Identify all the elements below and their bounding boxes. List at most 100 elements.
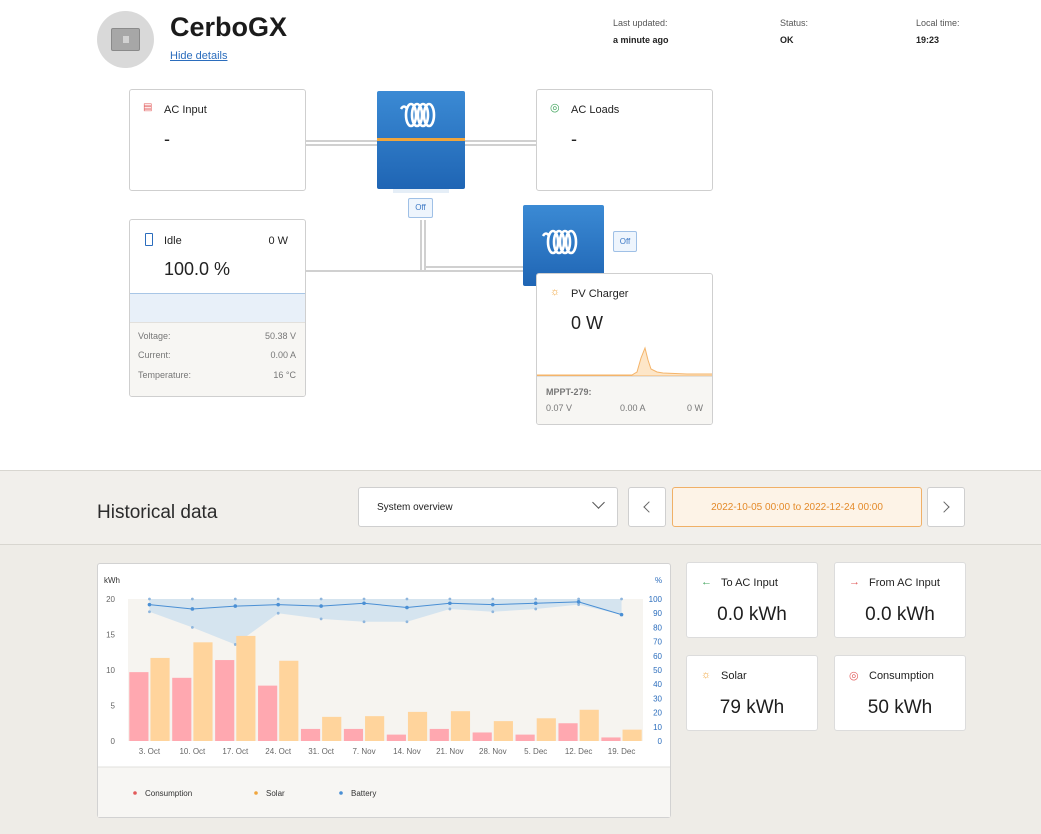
ac-loads-icon: ◎ xyxy=(550,102,560,114)
history-chart-card: kWh% 0 5 10 15 20 0 10 20 30 40 50 60 70 80 90 100 3. Oct… xyxy=(97,563,671,818)
temperature-value: 16 °C xyxy=(273,370,296,380)
pv-charger-card[interactable]: ☼ PV Charger 0 W MPPT-279: 0.07 V 0.00 A… xyxy=(536,273,713,425)
battery-max-point xyxy=(233,597,237,601)
x-tick: 19. Dec xyxy=(608,747,636,756)
solar-bar xyxy=(407,711,428,741)
stat-from-ac-input[interactable]: → From AC Input 0.0 kWh xyxy=(834,562,966,638)
connector-line xyxy=(305,140,377,142)
sun-icon: ☼ xyxy=(550,286,561,298)
battery-min-point xyxy=(491,610,495,614)
pv-sparkline xyxy=(537,346,712,376)
battery-max-point xyxy=(448,597,452,601)
battery-max-point xyxy=(148,597,151,601)
mppt-off-button[interactable]: Off xyxy=(613,231,637,252)
ac-loads-card[interactable]: ◎ AC Loads - xyxy=(536,89,713,191)
x-tick: 21. Nov xyxy=(436,747,464,756)
battery-soc-fill xyxy=(130,293,305,322)
inverter-device[interactable] xyxy=(377,91,465,189)
battery-point xyxy=(362,601,366,606)
pv-current: 0.00 A xyxy=(620,403,646,413)
battery-point xyxy=(490,602,495,607)
device-avatar xyxy=(97,11,154,68)
battery-min-point xyxy=(577,603,581,607)
solar-bar xyxy=(279,660,299,741)
x-tick: 12. Dec xyxy=(565,747,593,756)
current-label: Current: xyxy=(138,350,171,360)
next-period-button[interactable] xyxy=(927,487,965,527)
pv-details xyxy=(537,376,712,424)
battery-min-point xyxy=(319,617,323,621)
stat-from-ac-input-value: 0.0 kWh xyxy=(865,604,935,625)
stat-solar[interactable]: ☼ Solar 79 kWh xyxy=(686,655,818,731)
battery-min-point xyxy=(405,620,409,624)
solar-bar xyxy=(622,729,642,741)
y-right-tick: 30 xyxy=(653,694,662,703)
x-tick: 17. Oct xyxy=(222,747,249,756)
chevron-down-icon xyxy=(592,496,605,509)
consumption-bar xyxy=(129,672,149,741)
battery-card[interactable]: Idle 0 W 100.0 % Voltage: 50.38 V Curren… xyxy=(129,219,306,397)
y-right-tick: 40 xyxy=(653,680,662,689)
y-right-unit: % xyxy=(655,576,662,585)
stat-to-ac-input[interactable]: ← To AC Input 0.0 kWh xyxy=(686,562,818,638)
y-left-tick: 10 xyxy=(106,666,115,675)
y-left-tick: 15 xyxy=(106,631,115,640)
chevron-left-icon xyxy=(643,501,655,513)
prev-period-button[interactable] xyxy=(628,487,666,527)
battery-max-point xyxy=(276,597,280,601)
stat-consumption[interactable]: ◎ Consumption 50 kWh xyxy=(834,655,966,731)
battery-point xyxy=(276,602,281,607)
historical-title: Historical data xyxy=(97,502,218,523)
battery-point xyxy=(147,602,152,607)
y-right-tick: 80 xyxy=(653,623,662,632)
y-right-tick: 20 xyxy=(653,709,662,718)
pv-voltage: 0.07 V xyxy=(546,403,573,413)
consumption-bar xyxy=(300,728,321,741)
consumption-bar xyxy=(215,660,235,741)
ac-input-card[interactable]: ▤ AC Input - xyxy=(129,89,306,191)
hide-details-link[interactable]: Hide details xyxy=(170,50,228,62)
y-right-tick: 0 xyxy=(658,737,663,746)
stat-solar-value: 79 kWh xyxy=(719,697,785,718)
y-left-tick: 5 xyxy=(111,702,116,711)
mppt-device[interactable] xyxy=(523,205,604,286)
y-right-tick: 70 xyxy=(653,638,662,647)
battery-power: 0 W xyxy=(268,235,288,247)
x-tick: 24. Oct xyxy=(265,747,292,756)
battery-point xyxy=(533,601,538,606)
overview-select[interactable]: System overview xyxy=(358,487,618,527)
voltage-value: 50.38 V xyxy=(264,331,296,341)
battery-min-point xyxy=(362,620,366,624)
x-tick: 10. Oct xyxy=(179,747,206,756)
battery-range-band xyxy=(149,599,622,645)
solar-bar xyxy=(193,642,213,741)
solar-bar xyxy=(322,716,342,741)
battery-point xyxy=(319,604,323,608)
connector-line xyxy=(305,270,525,272)
battery-max-point xyxy=(405,597,409,601)
x-tick: 28. Nov xyxy=(479,747,507,756)
stat-to-ac-input-title: To AC Input xyxy=(721,577,778,589)
date-range-button[interactable]: 2022-10-05 00:00 to 2022-12-24 00:00 xyxy=(672,487,922,527)
pv-charger-value: 0 W xyxy=(571,313,604,333)
connector-line xyxy=(465,144,537,146)
current-value: 0.00 A xyxy=(270,350,296,360)
consumption-bar xyxy=(601,737,621,741)
ac-input-title: AC Input xyxy=(164,104,207,116)
local-time-value: 19:23 xyxy=(916,35,940,45)
solar-bar xyxy=(365,716,385,741)
legend-marker xyxy=(254,791,258,795)
y-right-tick: 100 xyxy=(649,595,663,604)
battery-max-point xyxy=(620,597,623,601)
solar-bar xyxy=(579,709,599,741)
ac-input-value: - xyxy=(164,129,170,149)
inverter-off-button[interactable]: Off xyxy=(408,198,433,218)
local-time-label: Local time: xyxy=(916,18,960,28)
pv-power: 0 W xyxy=(686,403,703,413)
battery-point xyxy=(448,601,452,606)
date-range-value: 2022-10-05 00:00 to 2022-12-24 00:00 xyxy=(711,502,883,513)
x-tick: 14. Nov xyxy=(393,747,421,756)
temperature-label: Temperature: xyxy=(138,370,192,380)
x-tick: 3. Oct xyxy=(139,747,161,756)
battery-point xyxy=(576,600,581,604)
